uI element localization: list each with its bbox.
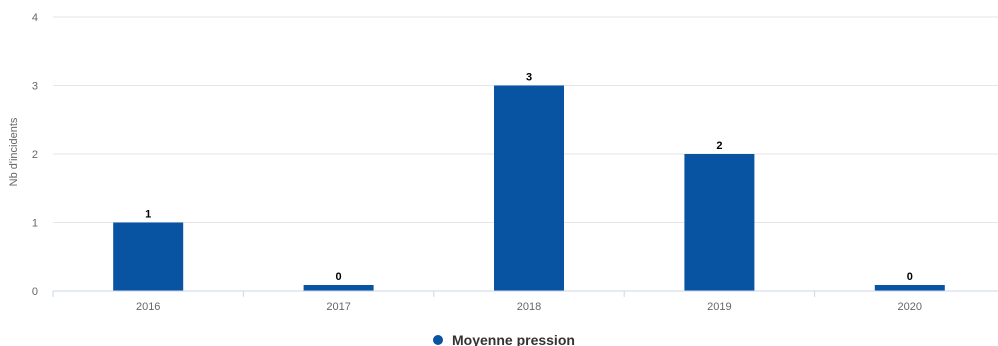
y-axis-title: Nb d'incidents bbox=[8, 117, 20, 186]
y-tick-label: 2 bbox=[32, 149, 38, 161]
data-label-2017: 0 bbox=[336, 271, 342, 283]
data-label-2018: 3 bbox=[526, 72, 532, 84]
bar-2019[interactable] bbox=[684, 154, 755, 291]
y-tick-label: 0 bbox=[32, 286, 38, 298]
x-tick-label-2020: 2020 bbox=[898, 301, 922, 313]
y-tick-label: 4 bbox=[32, 12, 38, 24]
y-tick-label: 1 bbox=[32, 218, 38, 230]
x-tick-label-2019: 2019 bbox=[707, 301, 731, 313]
data-label-2016: 1 bbox=[145, 209, 151, 221]
x-tick-label-2018: 2018 bbox=[517, 301, 541, 313]
x-axis: 2016 2017 2018 2019 2020 bbox=[52, 290, 998, 313]
bar-2020[interactable] bbox=[874, 285, 945, 291]
bar-2018[interactable] bbox=[494, 85, 564, 292]
bar-2017[interactable] bbox=[303, 285, 374, 291]
x-tick-label-2016: 2016 bbox=[136, 301, 160, 313]
bar-2016[interactable] bbox=[113, 222, 184, 292]
legend-marker-icon bbox=[433, 335, 443, 345]
bars bbox=[113, 85, 945, 292]
data-label-2019: 2 bbox=[716, 140, 722, 152]
y-tick-label: 3 bbox=[32, 81, 38, 93]
data-labels: 1 0 3 2 0 bbox=[145, 72, 913, 284]
legend-series-label[interactable]: Moyenne pression bbox=[452, 332, 575, 346]
legend[interactable]: Moyenne pression bbox=[433, 332, 575, 346]
y-axis-ticks: 0 1 2 3 4 bbox=[32, 12, 38, 298]
data-label-2020: 0 bbox=[907, 271, 913, 283]
x-tick-label-2017: 2017 bbox=[326, 301, 350, 313]
